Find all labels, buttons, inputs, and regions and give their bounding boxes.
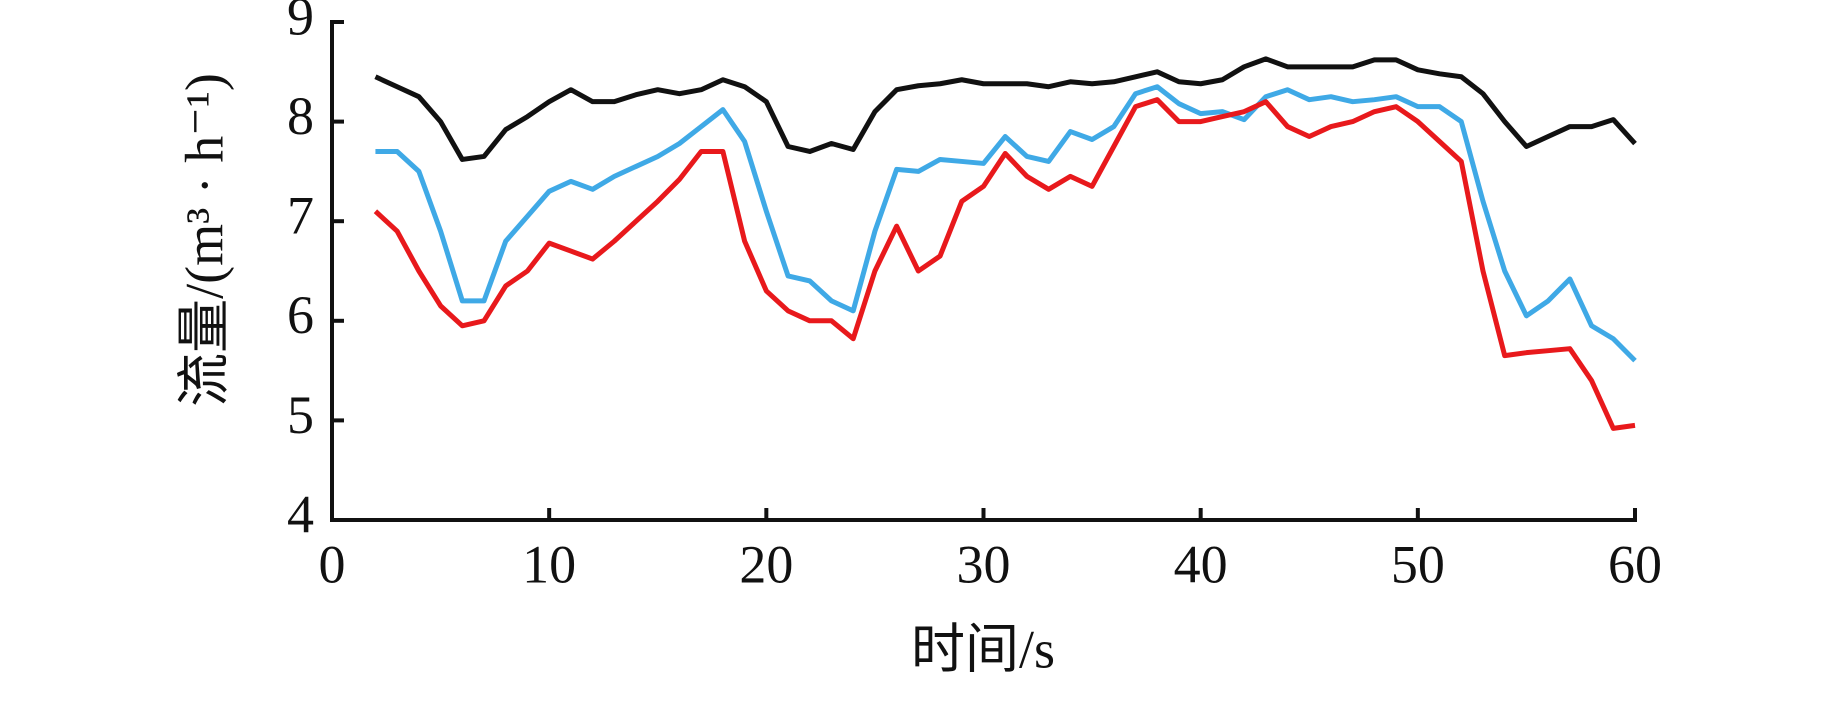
x-tick-label: 10 — [522, 534, 576, 594]
x-tick-label: 0 — [319, 534, 346, 594]
y-tick-label: 8 — [287, 86, 314, 146]
x-axis-label: 时间/s — [911, 619, 1055, 679]
y-tick-label: 6 — [287, 285, 314, 345]
series-line — [374, 56, 1637, 162]
series-line — [373, 97, 1636, 431]
y-tick-label: 7 — [287, 186, 314, 246]
x-tick-label: 60 — [1608, 534, 1662, 594]
y-axis-label: 流量/(m³ · h⁻¹) — [174, 73, 234, 407]
y-tick-label: 9 — [287, 0, 314, 46]
y-tick-label: 4 — [287, 484, 314, 544]
x-tick-label: 50 — [1391, 534, 1445, 594]
series-line — [375, 84, 1637, 363]
x-tick-label: 40 — [1174, 534, 1228, 594]
x-tick-label: 20 — [739, 534, 793, 594]
x-tick-label: 30 — [957, 534, 1011, 594]
y-tick-label: 5 — [287, 385, 314, 445]
